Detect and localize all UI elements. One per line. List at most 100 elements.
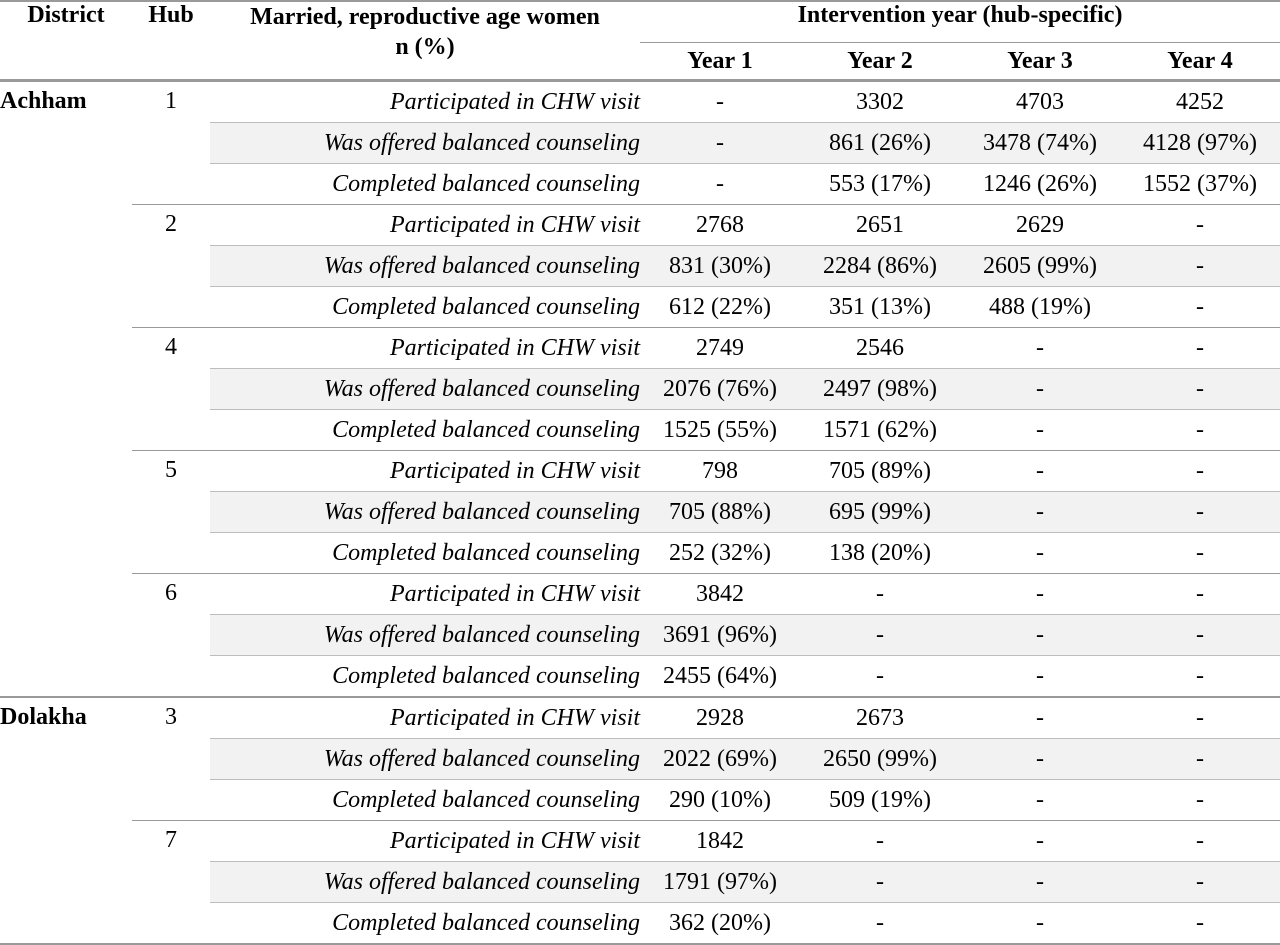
table-row: Was offered balanced counseling -861 (26%… (0, 122, 1280, 164)
year-3-value-cell: 4703 (960, 79, 1120, 123)
year-4-value-cell: - (1120, 614, 1280, 656)
table-row: Was offered balanced counseling 1791 (97%… (0, 861, 1280, 903)
table-row: Completed balanced counseling 290 (10%) 50… (0, 779, 1280, 821)
year-2-value-cell: 695 (99%) (800, 491, 960, 533)
year-2-value-cell: 2650 (99%) (800, 738, 960, 780)
year-2-value-cell: 2546 (800, 327, 960, 369)
year-4-value-cell: 1552 (37%) (1120, 163, 1280, 205)
measure-cell: Was offered balanced counseling (210, 245, 640, 287)
hub-cell (132, 492, 210, 533)
table-row: Completed balanced counseling -553 (17%) 1… (0, 163, 1280, 205)
measure-cell: Was offered balanced counseling (210, 738, 640, 780)
year-2-value-cell: - (800, 902, 960, 945)
table-row: Was offered balanced counseling 2022 (69%… (0, 738, 1280, 780)
header-row-years: Year 1 Year 2 Year 3 Year 4 (0, 42, 1280, 82)
year-4-value-cell: - (1120, 902, 1280, 945)
women-header-line2: n (%) (395, 34, 455, 60)
table-row: Completed balanced counseling 612 (22%) 35… (0, 286, 1280, 328)
year-3-value-cell: - (960, 409, 1120, 451)
measure-cell: Was offered balanced counseling (210, 614, 640, 656)
year-4-value-cell: - (1120, 286, 1280, 328)
measure-cell: Participated in CHW visit (210, 327, 640, 369)
hub-cell (132, 656, 210, 698)
year-1-value-cell: 612 (22%) (640, 286, 800, 328)
year-4-value-cell: - (1120, 655, 1280, 697)
year-2-header: Year 2 (800, 42, 960, 82)
year-3-value-cell: - (960, 368, 1120, 410)
year-3-value-cell: 2605 (99%) (960, 245, 1120, 287)
measure-cell: Was offered balanced counseling (210, 122, 640, 164)
year-4-value-cell: - (1120, 738, 1280, 780)
measure-cell: Participated in CHW visit (210, 204, 640, 246)
district-cell (0, 328, 132, 369)
hub-cell: 7 (132, 820, 210, 862)
year-2-value-cell: 509 (19%) (800, 779, 960, 821)
year-2-value-cell: 2651 (800, 204, 960, 246)
district-cell (0, 780, 132, 821)
year-4-header: Year 4 (1120, 42, 1280, 82)
women-header-line1: Married, reproductive age women (250, 4, 600, 30)
year-4-value-cell: - (1120, 409, 1280, 451)
year-1-value-cell: 2455 (64%) (640, 655, 800, 697)
year-4-value-cell: - (1120, 368, 1280, 410)
measure-cell: Completed balanced counseling (210, 779, 640, 821)
measure-cell: Participated in CHW visit (210, 696, 640, 739)
year-2-value-cell: 138 (20%) (800, 532, 960, 574)
year-1-value-cell: 362 (20%) (640, 902, 800, 945)
year-1-value-cell: 1791 (97%) (640, 861, 800, 903)
year-3-value-cell: - (960, 327, 1120, 369)
year-1-value-cell: - (640, 79, 800, 123)
year-1-value-cell: 2928 (640, 696, 800, 739)
table-body: Achham 1 Participated in CHW visit -3302 470… (0, 79, 1280, 945)
hub-cell (132, 862, 210, 903)
year-1-value-cell: - (640, 122, 800, 164)
year-4-value-cell: - (1120, 491, 1280, 533)
year-4-value-cell: - (1120, 696, 1280, 739)
year-3-value-cell: - (960, 450, 1120, 492)
year-1-value-cell: 2768 (640, 204, 800, 246)
year-4-value-cell: - (1120, 204, 1280, 246)
hub-cell (132, 410, 210, 451)
hub-cell: 4 (132, 327, 210, 369)
measure-cell: Completed balanced counseling (210, 532, 640, 574)
header-row-top: District Hub Married, reproductive age w… (0, 1, 1280, 82)
year-4-value-cell: - (1120, 861, 1280, 903)
measure-cell: Completed balanced counseling (210, 163, 640, 205)
year-2-value-cell: - (800, 861, 960, 903)
year-1-value-cell: - (640, 163, 800, 205)
year-1-value-cell: 1842 (640, 820, 800, 862)
measure-cell: Participated in CHW visit (210, 79, 640, 123)
table-row: Dolakha 3 Participated in CHW visit 2928 267… (0, 696, 1280, 739)
year-3-value-cell: - (960, 573, 1120, 615)
hub-cell (132, 739, 210, 780)
year-3-value-cell: - (960, 655, 1120, 697)
hub-cell: 3 (132, 696, 210, 739)
district-cell (0, 739, 132, 780)
hub-cell: 6 (132, 573, 210, 615)
year-3-value-cell: - (960, 902, 1120, 945)
district-cell (0, 287, 132, 328)
year-3-value-cell: - (960, 820, 1120, 862)
district-cell (0, 862, 132, 903)
table-row: Achham 1 Participated in CHW visit -3302 470… (0, 79, 1280, 123)
year-3-value-cell: - (960, 491, 1120, 533)
year-1-value-cell: 831 (30%) (640, 245, 800, 287)
year-2-value-cell: 2673 (800, 696, 960, 739)
table-row: 4 Participated in CHW visit 2749 2546- - (0, 327, 1280, 369)
year-4-value-cell: - (1120, 245, 1280, 287)
table-header: District Hub Married, reproductive age w… (0, 1, 1280, 82)
hub-header: Hub (132, 1, 210, 82)
year-2-value-cell: 2497 (98%) (800, 368, 960, 410)
table-row: Was offered balanced counseling 831 (30%)… (0, 245, 1280, 287)
hub-cell (132, 287, 210, 328)
year-1-header: Year 1 (640, 42, 800, 82)
year-1-value-cell: 252 (32%) (640, 532, 800, 574)
hub-cell: 1 (132, 79, 210, 123)
year-1-value-cell: 2076 (76%) (640, 368, 800, 410)
hub-cell (132, 615, 210, 656)
hub-cell (132, 123, 210, 164)
table-row: Was offered balanced counseling 705 (88%)… (0, 491, 1280, 533)
hub-cell (132, 533, 210, 574)
measure-cell: Participated in CHW visit (210, 820, 640, 862)
district-header: District (0, 1, 132, 82)
